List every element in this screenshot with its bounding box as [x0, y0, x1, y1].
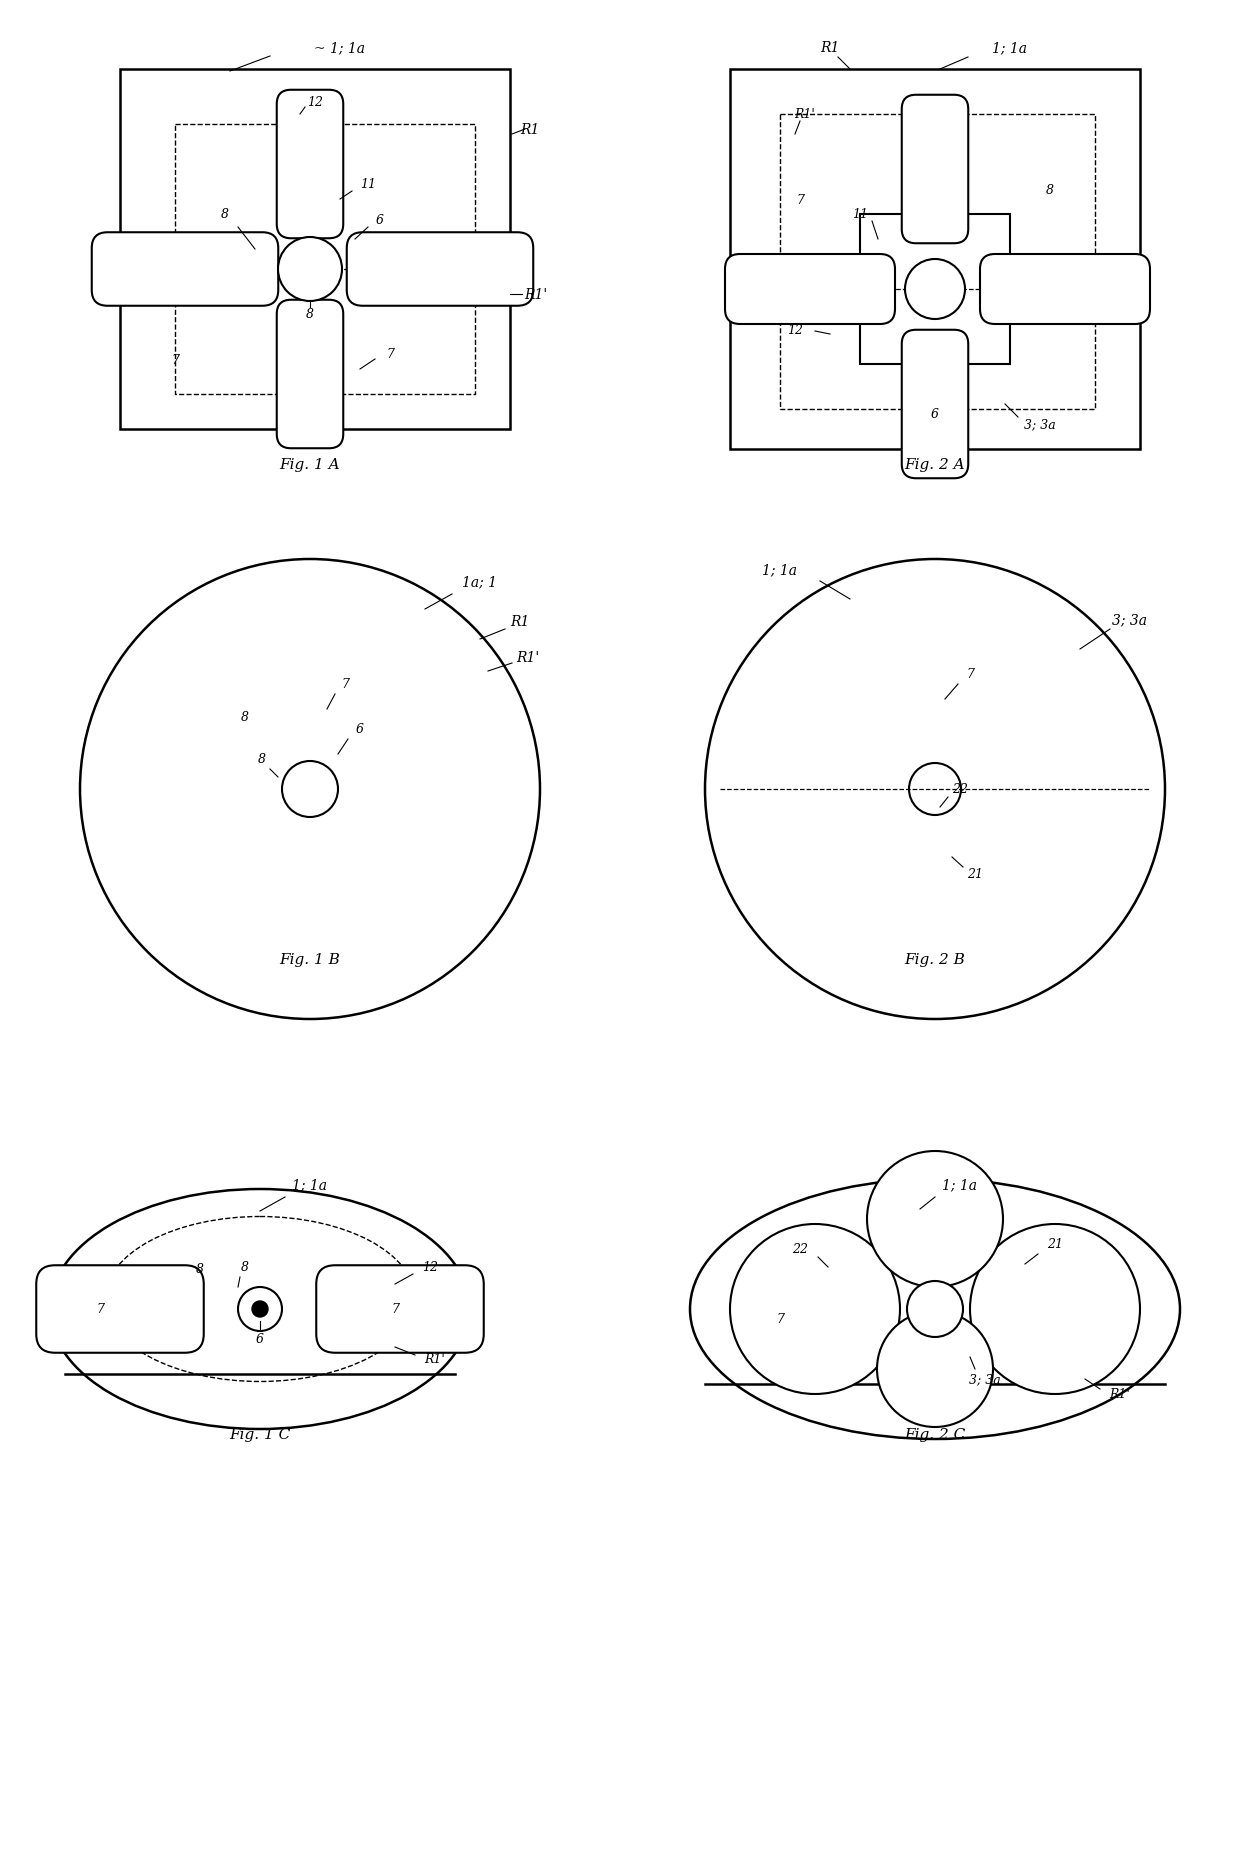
Text: 8: 8: [1047, 184, 1054, 197]
FancyBboxPatch shape: [901, 601, 968, 738]
Ellipse shape: [50, 1189, 470, 1429]
Text: ~ 1; 1a: ~ 1; 1a: [315, 41, 366, 54]
Text: 3; 3a: 3; 3a: [970, 1373, 1001, 1386]
FancyBboxPatch shape: [725, 255, 895, 324]
Text: 1a; 1: 1a; 1: [463, 575, 497, 588]
Text: 3; 3a: 3; 3a: [1112, 612, 1147, 627]
FancyBboxPatch shape: [347, 232, 533, 307]
Text: R1': R1': [516, 650, 539, 665]
Text: R1': R1': [424, 1352, 445, 1365]
Text: 8: 8: [221, 208, 229, 221]
FancyBboxPatch shape: [277, 90, 343, 240]
Circle shape: [867, 1152, 1003, 1287]
FancyBboxPatch shape: [100, 755, 270, 824]
FancyBboxPatch shape: [350, 755, 520, 824]
Text: 7: 7: [341, 678, 348, 691]
Circle shape: [281, 762, 339, 817]
Circle shape: [905, 260, 965, 320]
Bar: [175, 125, 475, 395]
Circle shape: [947, 802, 1071, 925]
Text: 11: 11: [360, 178, 376, 191]
Text: 12: 12: [422, 1261, 438, 1274]
Text: 22: 22: [792, 1244, 808, 1255]
Text: 7: 7: [386, 348, 394, 361]
Text: 6: 6: [255, 1334, 264, 1347]
Bar: [120, 69, 510, 429]
Text: 8: 8: [196, 1262, 205, 1276]
Text: 7: 7: [776, 1313, 784, 1326]
Text: 6: 6: [356, 723, 365, 736]
Text: 1; 1a: 1; 1a: [942, 1178, 977, 1191]
Text: 8: 8: [258, 753, 267, 766]
FancyBboxPatch shape: [975, 755, 1145, 824]
Circle shape: [81, 560, 539, 1019]
Circle shape: [238, 1287, 281, 1332]
FancyBboxPatch shape: [92, 232, 278, 307]
Circle shape: [252, 1302, 268, 1317]
Text: 7: 7: [391, 1304, 399, 1317]
Circle shape: [909, 764, 961, 815]
Text: 7: 7: [171, 354, 179, 367]
Text: 12: 12: [787, 324, 804, 337]
Ellipse shape: [689, 1180, 1180, 1438]
Circle shape: [278, 238, 342, 302]
Circle shape: [906, 1281, 963, 1337]
FancyBboxPatch shape: [901, 841, 968, 980]
Text: 8: 8: [241, 1261, 249, 1274]
Text: 1; 1a: 1; 1a: [293, 1178, 327, 1191]
FancyBboxPatch shape: [277, 841, 343, 980]
Text: 21: 21: [967, 867, 983, 880]
Text: 8: 8: [306, 309, 314, 322]
Text: Fig. 1 A: Fig. 1 A: [280, 457, 340, 472]
Bar: [780, 114, 1095, 410]
Text: R1: R1: [821, 41, 839, 54]
FancyBboxPatch shape: [901, 96, 968, 243]
Text: Fig. 2 A: Fig. 2 A: [905, 457, 965, 472]
Text: 7: 7: [95, 1304, 104, 1317]
Text: 8: 8: [241, 712, 249, 725]
Bar: [861, 215, 1011, 365]
Circle shape: [799, 802, 923, 925]
Text: R1': R1': [795, 109, 816, 122]
FancyBboxPatch shape: [980, 255, 1149, 324]
FancyBboxPatch shape: [901, 330, 968, 479]
FancyBboxPatch shape: [316, 1266, 484, 1352]
Text: R1': R1': [525, 288, 548, 302]
Text: 7: 7: [796, 193, 804, 206]
Text: 22: 22: [952, 783, 968, 796]
Text: 12: 12: [308, 96, 322, 109]
Bar: [730, 69, 1140, 450]
Circle shape: [706, 560, 1166, 1019]
Circle shape: [877, 1311, 993, 1427]
Circle shape: [799, 654, 923, 777]
FancyBboxPatch shape: [277, 300, 343, 450]
Text: R1: R1: [511, 614, 529, 629]
Text: 21: 21: [1047, 1238, 1063, 1251]
Text: 11: 11: [852, 208, 868, 221]
Circle shape: [947, 654, 1071, 777]
Text: Fig. 2 C: Fig. 2 C: [904, 1427, 966, 1440]
FancyBboxPatch shape: [277, 601, 343, 738]
Text: Fig. 1 B: Fig. 1 B: [279, 953, 341, 966]
Text: Fig. 2 B: Fig. 2 B: [904, 953, 966, 966]
Circle shape: [730, 1225, 900, 1394]
Text: R1: R1: [521, 124, 539, 137]
FancyBboxPatch shape: [725, 755, 895, 824]
Text: 1; 1a: 1; 1a: [763, 562, 797, 577]
Text: 1; 1a: 1; 1a: [992, 41, 1028, 54]
FancyBboxPatch shape: [36, 1266, 203, 1352]
Text: 6: 6: [376, 214, 384, 227]
Text: Fig. 1 C: Fig. 1 C: [229, 1427, 290, 1440]
Text: 6: 6: [931, 408, 939, 421]
Text: 3; 3a: 3; 3a: [1024, 418, 1056, 431]
Circle shape: [970, 1225, 1140, 1394]
Text: R1': R1': [1110, 1388, 1131, 1401]
Text: 7: 7: [966, 669, 973, 682]
